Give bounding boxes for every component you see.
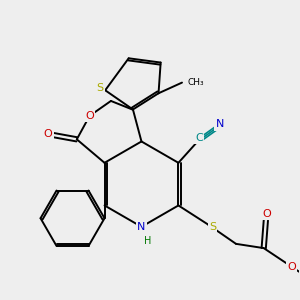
Text: CH₃: CH₃: [187, 78, 204, 87]
Text: O: O: [85, 111, 94, 121]
Text: H: H: [144, 236, 151, 246]
Text: O: O: [44, 129, 52, 139]
Text: O: O: [287, 262, 296, 272]
Text: S: S: [209, 222, 216, 232]
Text: O: O: [262, 209, 271, 219]
Text: S: S: [97, 83, 104, 93]
Text: C: C: [195, 133, 203, 143]
Text: N: N: [137, 222, 146, 232]
Text: N: N: [216, 119, 224, 129]
